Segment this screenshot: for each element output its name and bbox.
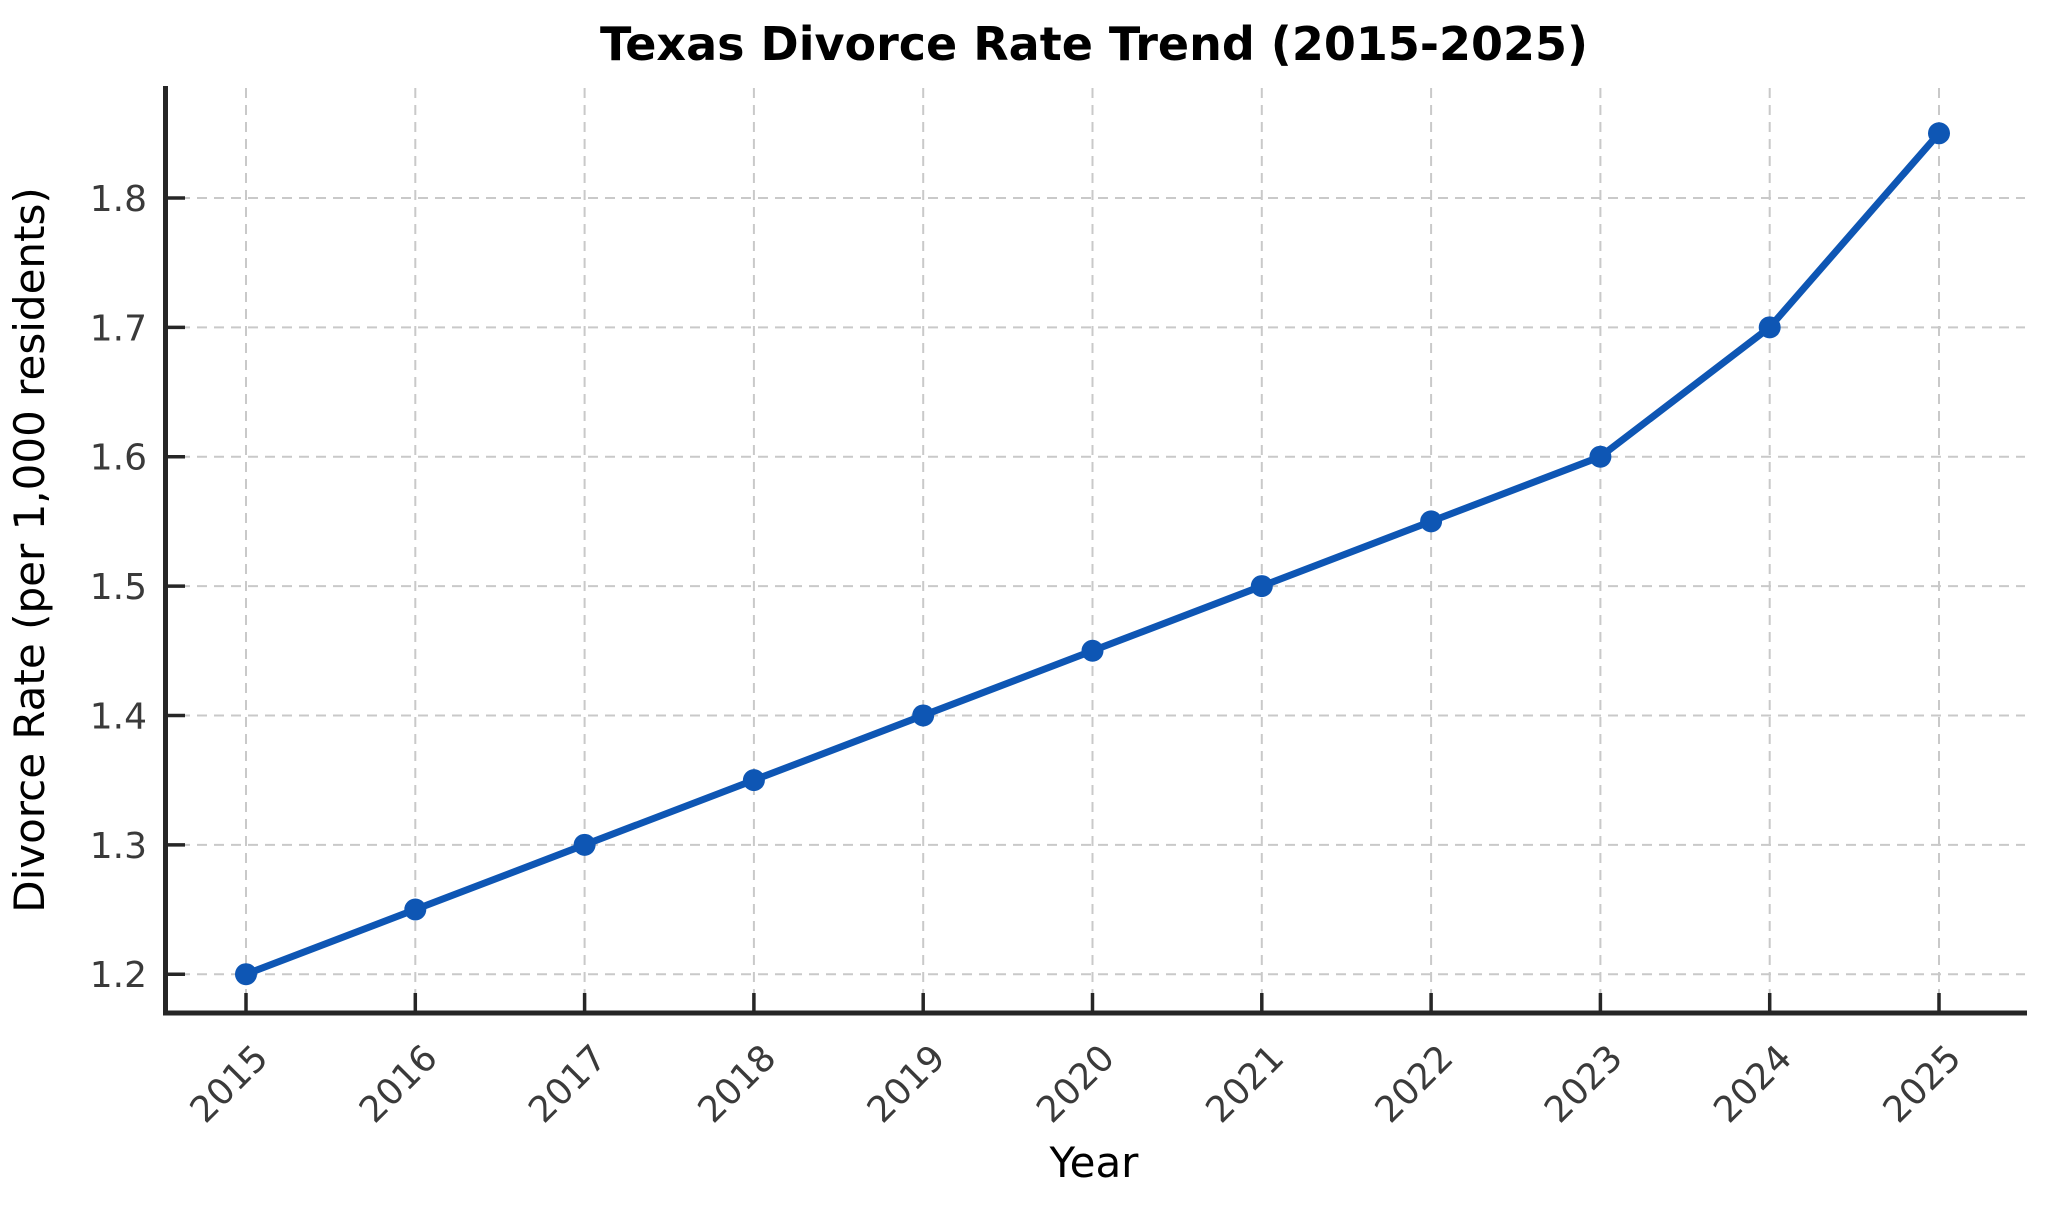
data-point-2018 [742,769,765,792]
chart-title: Texas Divorce Rate Trend (2015-2025) [600,17,1588,71]
data-point-2016 [404,898,427,921]
y-tick-label: 1.3 [90,826,147,867]
x-tick-label: 2020 [1029,1037,1123,1131]
y-tick-label: 1.5 [90,567,147,608]
tick-marks [168,196,1941,1011]
x-tick-label: 2017 [521,1037,615,1131]
y-tick-label: 1.6 [90,438,147,479]
x-tick-label: 2016 [352,1037,446,1131]
data-point-2020 [1081,639,1104,662]
y-tick-label: 1.4 [90,696,147,737]
tick-labels: 1.2 1.3 1.4 1.5 1.6 1.7 1.8 2015 2016 2017 2018 201… [90,179,1970,1131]
x-tick-label: 2018 [690,1037,784,1131]
x-tick-label: 2015 [183,1037,277,1131]
data-point-2015 [235,963,257,986]
y-tick-label: 1.8 [90,179,147,220]
data-point-2022 [1420,510,1443,533]
y-tick-label: 1.2 [90,955,147,996]
x-axis-label: Year [1049,1138,1140,1187]
x-tick-label: 2021 [1198,1037,1292,1131]
y-axis-label: Divorce Rate (per 1,000 residents) [5,187,54,913]
data-series [235,122,1950,986]
gridlines [163,88,2025,1013]
x-tick-label: 2022 [1368,1037,1462,1131]
data-point-2025 [1928,122,1950,145]
data-point-2017 [573,833,596,856]
x-tick-label: 2023 [1537,1037,1631,1131]
x-tick-label: 2025 [1876,1037,1970,1131]
x-tick-label: 2019 [860,1037,954,1131]
data-point-2024 [1758,316,1781,339]
y-tick-label: 1.7 [90,308,147,349]
data-point-2019 [912,704,935,727]
data-point-2023 [1589,445,1612,468]
x-tick-label: 2024 [1706,1037,1800,1131]
axes [163,86,2027,1016]
data-point-2021 [1250,575,1273,598]
